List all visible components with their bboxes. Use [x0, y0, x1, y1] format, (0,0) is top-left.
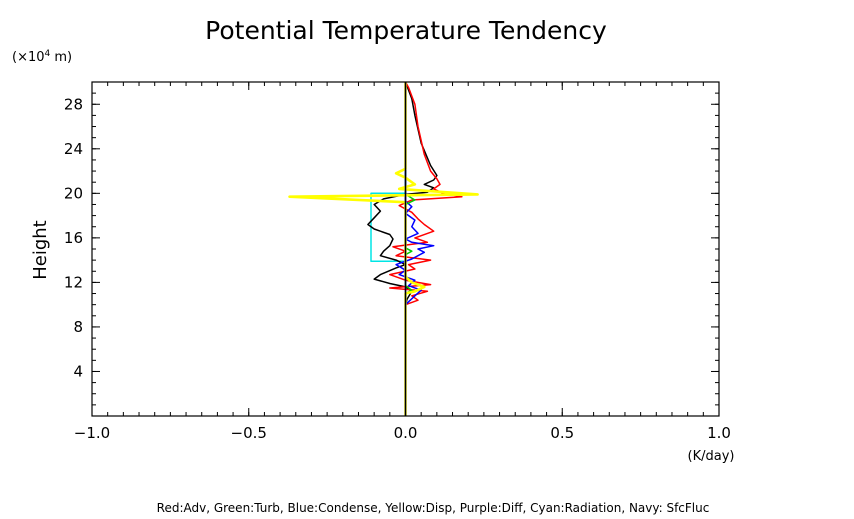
y-unit-prefix: (×10 — [12, 50, 45, 65]
y-tick-label: 24 — [64, 140, 83, 158]
y-tick-label: 28 — [64, 95, 83, 113]
axes-layer: −1.0 −0.5 0.0 0.5 1.0 4 8 12 16 20 24 28 — [64, 81, 731, 442]
y-unit-suffix: m) — [50, 50, 72, 65]
y-tick-label: 16 — [64, 229, 83, 247]
y-tick-label: 4 — [73, 362, 83, 380]
y-axis-label: Height — [30, 220, 51, 280]
y-tick-label: 8 — [73, 318, 83, 336]
series-layer — [288, 81, 479, 416]
y-unit-label: (×104 m) — [12, 49, 72, 65]
y-unit-exponent: 4 — [45, 49, 51, 59]
x-tick-label: −1.0 — [74, 424, 110, 442]
chart-title: Potential Temperature Tendency — [205, 16, 607, 45]
legend-text: Red:Adv, Green:Turb, Blue:Condense, Yell… — [157, 501, 710, 515]
series-line-green-turb — [404, 82, 416, 416]
y-tick-label: 20 — [64, 184, 83, 202]
series-line-red-adv — [389, 81, 463, 416]
series-line-yellow-disp — [288, 82, 479, 416]
x-tick-label: 0.5 — [550, 424, 574, 442]
series-line-blue-condense — [395, 82, 435, 416]
y-tick-label: 12 — [64, 273, 83, 291]
series-line-total — [367, 81, 438, 416]
x-tick-label: −0.5 — [231, 424, 267, 442]
x-tick-label: 1.0 — [707, 424, 731, 442]
x-unit-label: (K/day) — [688, 449, 735, 464]
x-tick-label: 0.0 — [394, 424, 418, 442]
